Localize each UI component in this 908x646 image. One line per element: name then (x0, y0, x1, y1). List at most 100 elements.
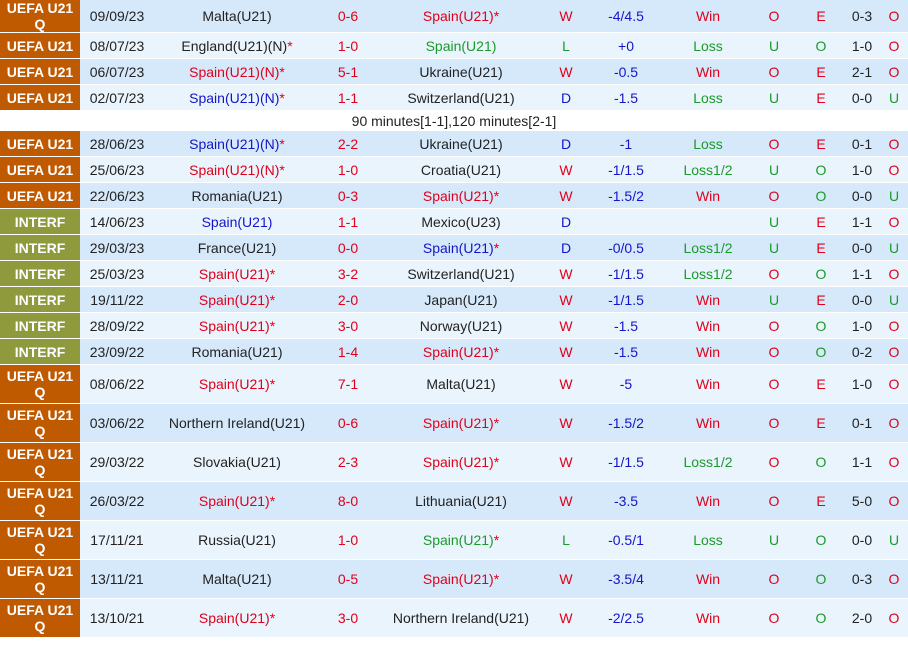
away-team-name[interactable]: Spain(U21) (422, 187, 494, 204)
away-team[interactable]: Japan(U21) (376, 286, 546, 313)
home-team-name[interactable]: Spain(U21) (198, 291, 270, 308)
away-team-name[interactable]: Spain(U21) (422, 415, 494, 431)
score-text[interactable]: 1-4 (337, 343, 359, 360)
home-team[interactable]: Spain(U21)(N)* (154, 130, 320, 157)
full-time-score[interactable]: 5-1 (320, 58, 376, 85)
home-team-name[interactable]: Spain(U21) (198, 317, 270, 334)
full-time-score[interactable]: 0-6 (320, 0, 376, 33)
competition-badge[interactable]: UEFA U21 Q (0, 403, 80, 443)
away-team-name[interactable]: Croatia(U21) (420, 161, 502, 178)
away-team[interactable]: Mexico(U23) (376, 208, 546, 235)
full-time-score[interactable]: 0-6 (320, 403, 376, 443)
away-team[interactable]: Switzerland(U21) (376, 84, 546, 111)
full-time-score[interactable]: 0-0 (320, 234, 376, 261)
score-text[interactable]: 0-6 (337, 8, 359, 24)
competition-badge[interactable]: UEFA U21 (0, 130, 80, 157)
competition-badge[interactable]: UEFA U21 Q (0, 442, 80, 482)
full-time-score[interactable]: 3-0 (320, 598, 376, 638)
full-time-score[interactable]: 8-0 (320, 481, 376, 521)
home-team[interactable]: Spain(U21)(N)* (154, 58, 320, 85)
away-team-name[interactable]: Spain(U21) (422, 454, 494, 470)
competition-badge[interactable]: UEFA U21 (0, 182, 80, 209)
away-team-name[interactable]: Japan(U21) (424, 291, 498, 308)
away-team-name[interactable]: Mexico(U23) (421, 213, 501, 230)
full-time-score[interactable]: 3-2 (320, 260, 376, 287)
score-text[interactable]: 1-1 (337, 213, 359, 230)
competition-badge[interactable]: UEFA U21 Q (0, 559, 80, 599)
score-text[interactable]: 2-3 (337, 454, 359, 470)
full-time-score[interactable]: 1-0 (320, 32, 376, 59)
full-time-score[interactable]: 2-3 (320, 442, 376, 482)
competition-badge[interactable]: INTERF (0, 208, 80, 235)
away-team[interactable]: Ukraine(U21) (376, 130, 546, 157)
competition-badge[interactable]: UEFA U21 Q (0, 520, 80, 560)
home-team-name[interactable]: Romania(U21) (191, 187, 283, 204)
away-team-name[interactable]: Norway(U21) (419, 317, 503, 334)
home-team-name[interactable]: Spain(U21) (198, 610, 270, 626)
home-team-name[interactable]: Spain(U21)(N) (189, 135, 280, 152)
home-team[interactable]: Spain(U21)* (154, 598, 320, 638)
score-text[interactable]: 0-6 (337, 415, 359, 431)
full-time-score[interactable]: 3-0 (320, 312, 376, 339)
away-team-name[interactable]: Ukraine(U21) (419, 63, 503, 80)
away-team-name[interactable]: Lithuania(U21) (415, 493, 507, 509)
home-team[interactable]: Spain(U21)* (154, 481, 320, 521)
home-team[interactable]: Malta(U21) (154, 559, 320, 599)
home-team-name[interactable]: Spain(U21) (198, 376, 270, 392)
home-team-name[interactable]: England(U21)(N) (181, 37, 288, 54)
home-team[interactable]: Spain(U21)* (154, 260, 320, 287)
home-team[interactable]: Spain(U21)(N)* (154, 156, 320, 183)
away-team[interactable]: Spain(U21)* (376, 403, 546, 443)
competition-badge[interactable]: INTERF (0, 338, 80, 365)
score-text[interactable]: 0-0 (337, 239, 359, 256)
away-team-name[interactable]: Spain(U21) (422, 239, 494, 256)
score-text[interactable]: 5-1 (337, 63, 359, 80)
home-team[interactable]: Slovakia(U21) (154, 442, 320, 482)
full-time-score[interactable]: 1-4 (320, 338, 376, 365)
score-text[interactable]: 8-0 (337, 493, 359, 509)
home-team-name[interactable]: Russia(U21) (198, 532, 276, 548)
full-time-score[interactable]: 0-5 (320, 559, 376, 599)
away-team[interactable]: Lithuania(U21) (376, 481, 546, 521)
score-text[interactable]: 3-2 (337, 265, 359, 282)
home-team-name[interactable]: Spain(U21) (201, 213, 273, 230)
full-time-score[interactable]: 0-3 (320, 182, 376, 209)
score-text[interactable]: 1-0 (337, 161, 359, 178)
full-time-score[interactable]: 2-0 (320, 286, 376, 313)
away-team-name[interactable]: Spain(U21) (422, 532, 494, 548)
home-team[interactable]: Spain(U21)* (154, 312, 320, 339)
competition-badge[interactable]: UEFA U21 Q (0, 481, 80, 521)
full-time-score[interactable]: 1-0 (320, 520, 376, 560)
away-team[interactable]: Croatia(U21) (376, 156, 546, 183)
away-team[interactable]: Switzerland(U21) (376, 260, 546, 287)
away-team-name[interactable]: Spain(U21) (422, 343, 494, 360)
away-team-name[interactable]: Malta(U21) (426, 376, 496, 392)
away-team[interactable]: Spain(U21) (376, 32, 546, 59)
away-team[interactable]: Norway(U21) (376, 312, 546, 339)
full-time-score[interactable]: 1-1 (320, 84, 376, 111)
away-team-name[interactable]: Northern Ireland(U21) (392, 610, 530, 626)
full-time-score[interactable]: 2-2 (320, 130, 376, 157)
competition-badge[interactable]: UEFA U21 (0, 84, 80, 111)
competition-badge[interactable]: UEFA U21 (0, 156, 80, 183)
home-team-name[interactable]: Malta(U21) (202, 8, 272, 24)
home-team[interactable]: England(U21)(N)* (154, 32, 320, 59)
home-team[interactable]: Spain(U21) (154, 208, 320, 235)
full-time-score[interactable]: 1-0 (320, 156, 376, 183)
home-team[interactable]: Northern Ireland(U21) (154, 403, 320, 443)
home-team-name[interactable]: Malta(U21) (202, 571, 272, 587)
away-team-name[interactable]: Spain(U21) (422, 571, 494, 587)
score-text[interactable]: 0-5 (337, 571, 359, 587)
away-team-name[interactable]: Spain(U21) (425, 37, 497, 54)
competition-badge[interactable]: UEFA U21 Q (0, 0, 80, 33)
home-team[interactable]: Spain(U21)(N)* (154, 84, 320, 111)
home-team-name[interactable]: Romania(U21) (191, 343, 283, 360)
home-team-name[interactable]: Spain(U21) (198, 493, 270, 509)
home-team-name[interactable]: Spain(U21)(N) (189, 63, 280, 80)
score-text[interactable]: 1-1 (337, 89, 359, 106)
home-team[interactable]: Romania(U21) (154, 182, 320, 209)
home-team-name[interactable]: Spain(U21)(N) (189, 89, 280, 106)
away-team[interactable]: Spain(U21)* (376, 442, 546, 482)
score-text[interactable]: 2-2 (337, 135, 359, 152)
away-team[interactable]: Spain(U21)* (376, 338, 546, 365)
